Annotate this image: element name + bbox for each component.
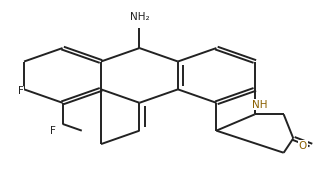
Text: NH₂: NH₂ — [129, 12, 149, 22]
Text: O: O — [299, 141, 307, 151]
Text: F: F — [50, 126, 56, 136]
Text: NH: NH — [252, 100, 267, 110]
Text: F: F — [18, 86, 24, 96]
